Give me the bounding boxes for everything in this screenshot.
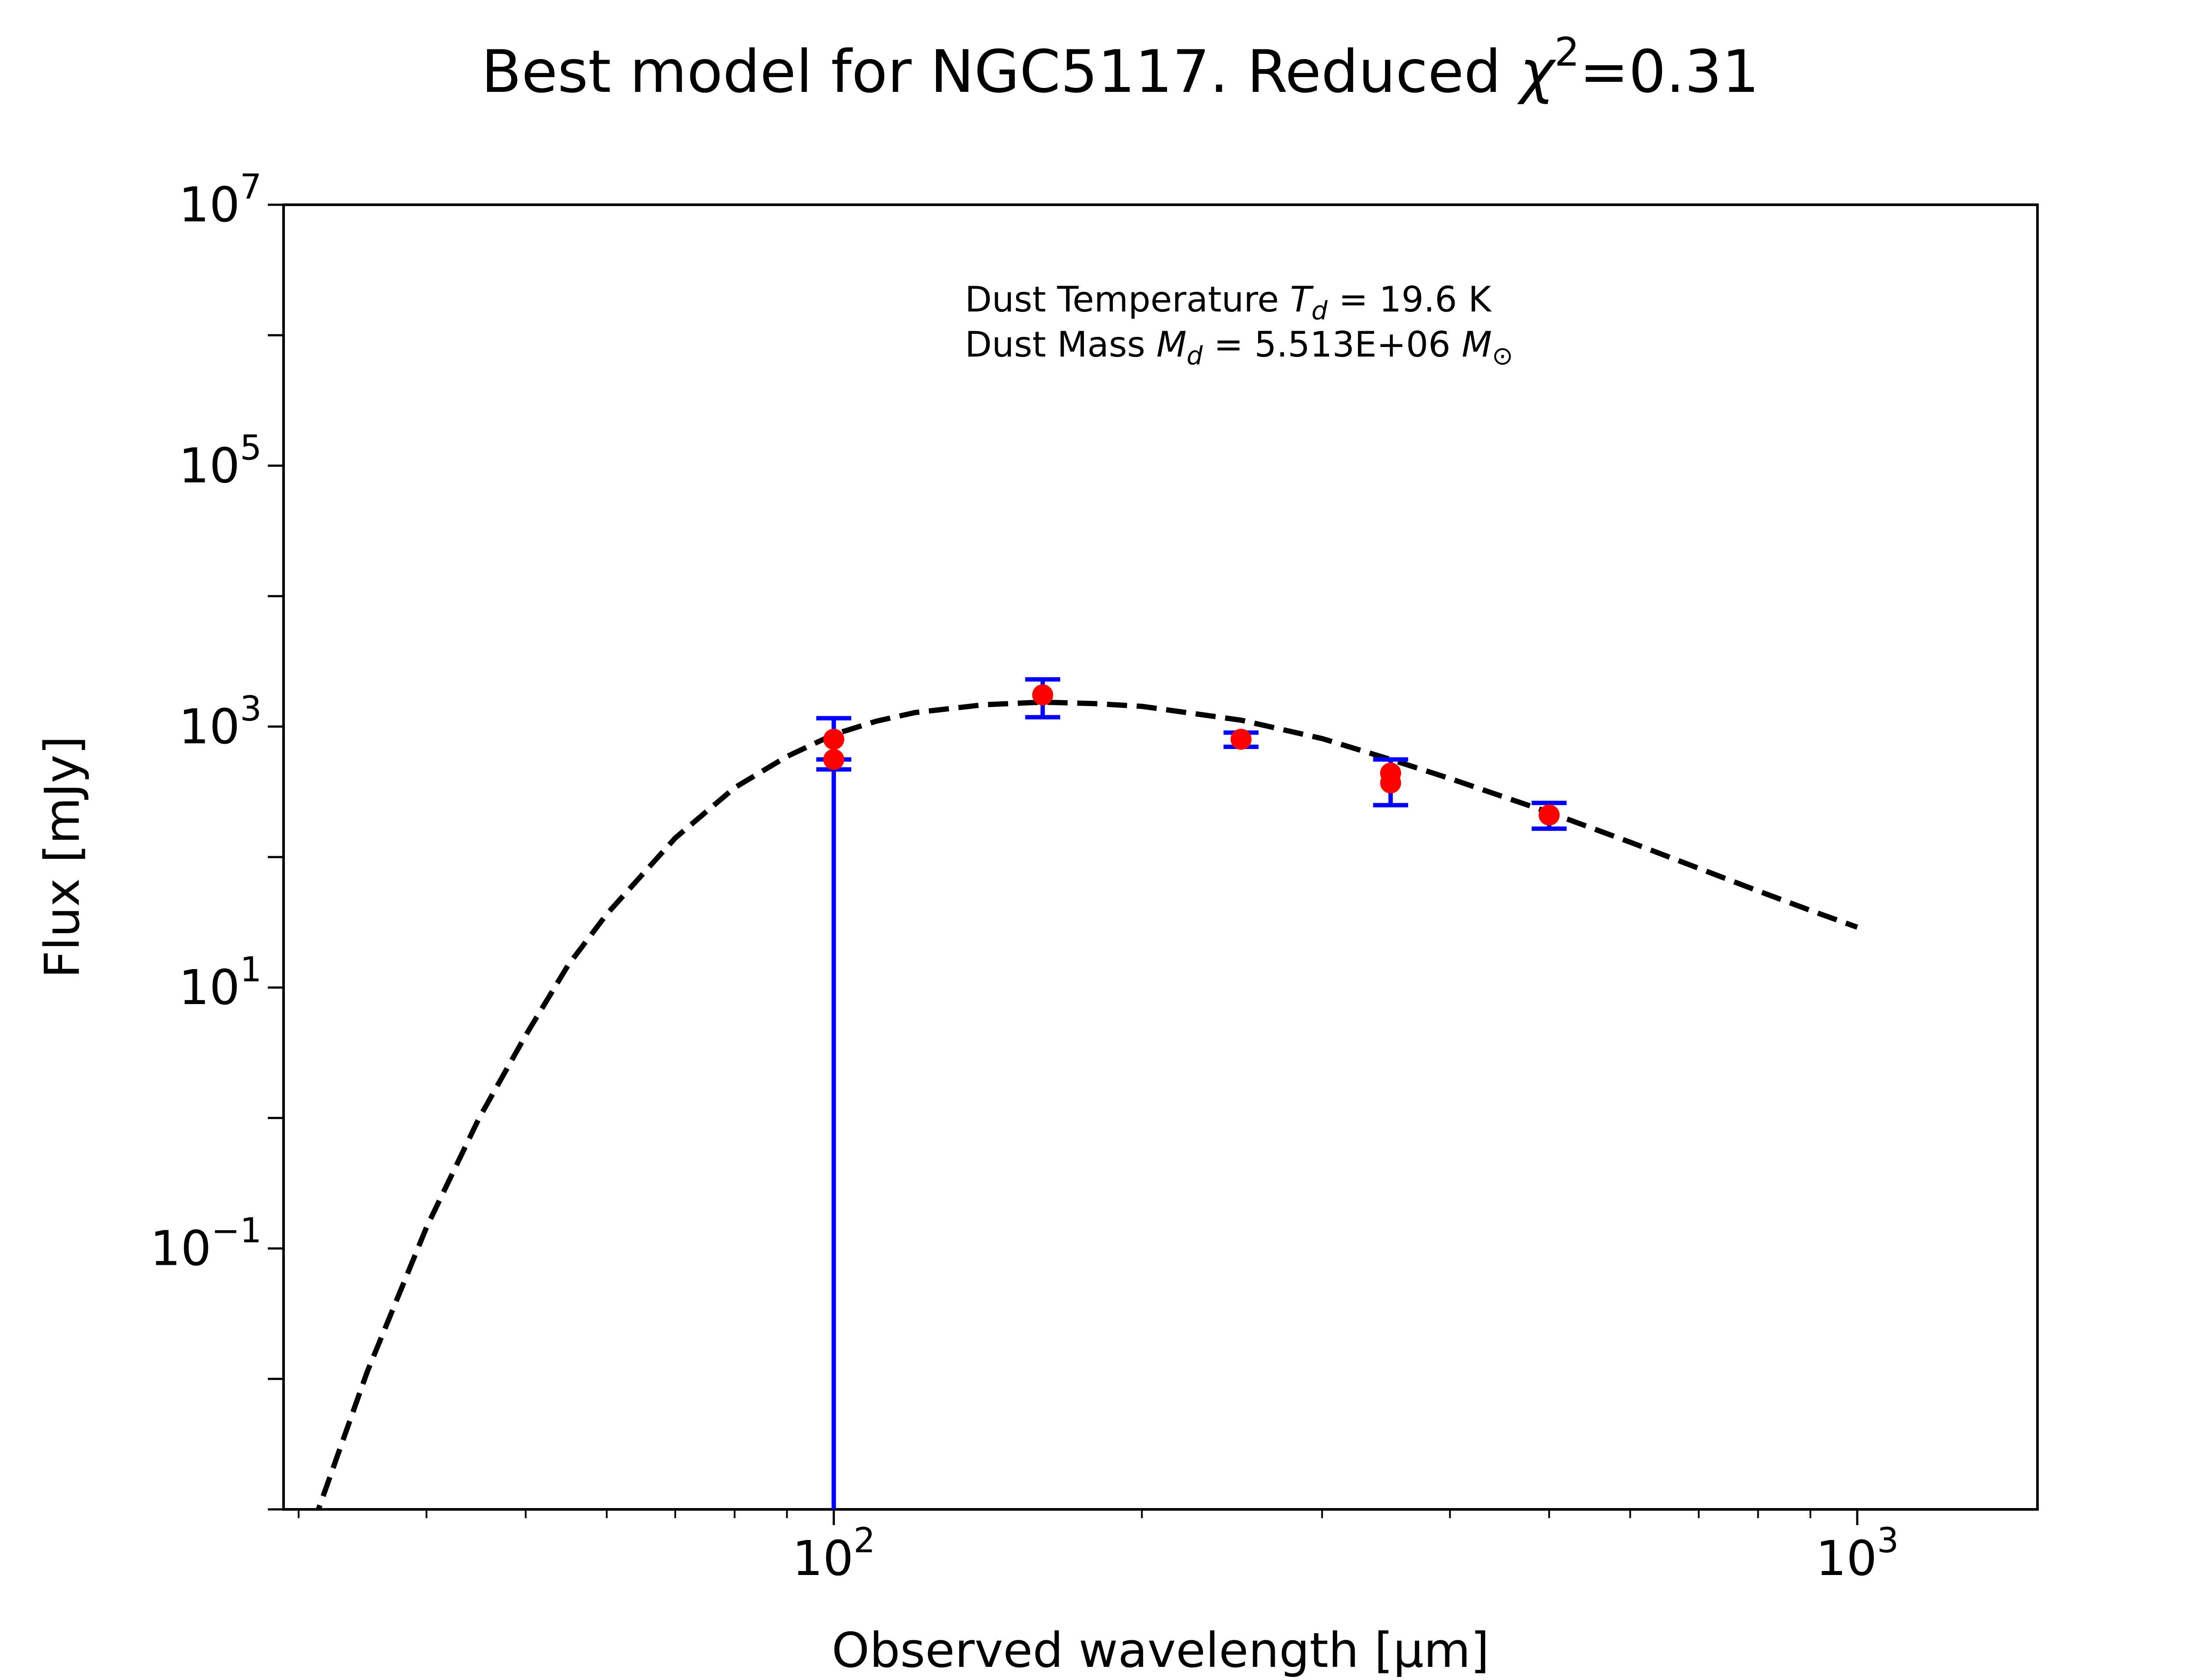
chart-title: Best model for NGC5117. Reduced χ2=0.31 [481,29,1759,106]
data-point [1231,728,1252,750]
data-point [1032,684,1053,706]
y-tick-base: 10 [179,438,240,494]
annotation-line-mass: Dust Mass Md = 5.513E+06 M⊙ [965,324,1513,371]
annot-temp-symbol: T [1290,279,1314,320]
data-point [823,749,845,770]
y-tick-label: 10−1 [150,1211,262,1277]
y-tick-exponent: −1 [211,1211,262,1251]
annot-mass-unit-sub: ⊙ [1492,341,1513,371]
chart-title-chi: χ [1517,38,1557,106]
chart-title-tail: =0.31 [1580,38,1760,106]
data-point [1539,804,1560,826]
x-axis-label: Observed wavelength [μm] [832,1622,1490,1678]
y-tick-exponent: 5 [240,428,262,468]
x-tick-label: 103 [1816,1521,1899,1586]
annot-mass-sub: d [1187,341,1203,371]
data-point-layer [823,684,1560,826]
y-axis-label: Flux [mJy] [34,736,90,978]
annot-temp-prefix: Dust Temperature [965,279,1290,320]
model-sed-curve [316,699,1858,1509]
data-point [1380,772,1401,794]
annot-mass-unit: M [1462,324,1492,365]
annot-temp-suffix: = 19.6 K [1328,279,1492,320]
y-tick-label: 107 [179,168,262,233]
annotation-line-temperature: Dust Temperature Td = 19.6 K [965,279,1492,326]
x-tick-exponent: 3 [1877,1521,1899,1561]
y-tick-label: 105 [179,428,262,494]
y-tick-exponent: 3 [240,690,262,729]
x-tick-label: 102 [792,1521,876,1586]
y-tick-base: 10 [150,1221,211,1277]
chart-title-main: Best model for NGC5117. Reduced [481,38,1520,106]
y-tick-exponent: 1 [240,950,262,990]
annot-mass-mid: = 5.513E+06 [1203,324,1462,365]
annotation-box: Dust Temperature Td = 19.6 K Dust Mass M… [965,279,1513,371]
y-tick-base: 10 [179,699,240,755]
chart-title-sup: 2 [1554,29,1579,75]
y-tick-base: 10 [179,177,240,233]
model-curve-layer [316,699,1858,1509]
y-tick-exponent: 7 [240,168,262,207]
x-tick-base: 10 [792,1530,854,1586]
data-point [823,728,845,750]
x-tick-exponent: 2 [854,1521,876,1561]
annot-mass-symbol: M [1157,324,1187,365]
annot-mass-prefix: Dust Mass [965,324,1157,365]
annot-temp-sub: d [1311,296,1328,326]
x-axis-ticks: 102 103 [298,1509,1899,1586]
x-tick-base: 10 [1816,1530,1877,1586]
y-tick-base: 10 [179,959,240,1015]
y-tick-label: 103 [179,690,262,755]
y-tick-label: 101 [179,950,262,1015]
